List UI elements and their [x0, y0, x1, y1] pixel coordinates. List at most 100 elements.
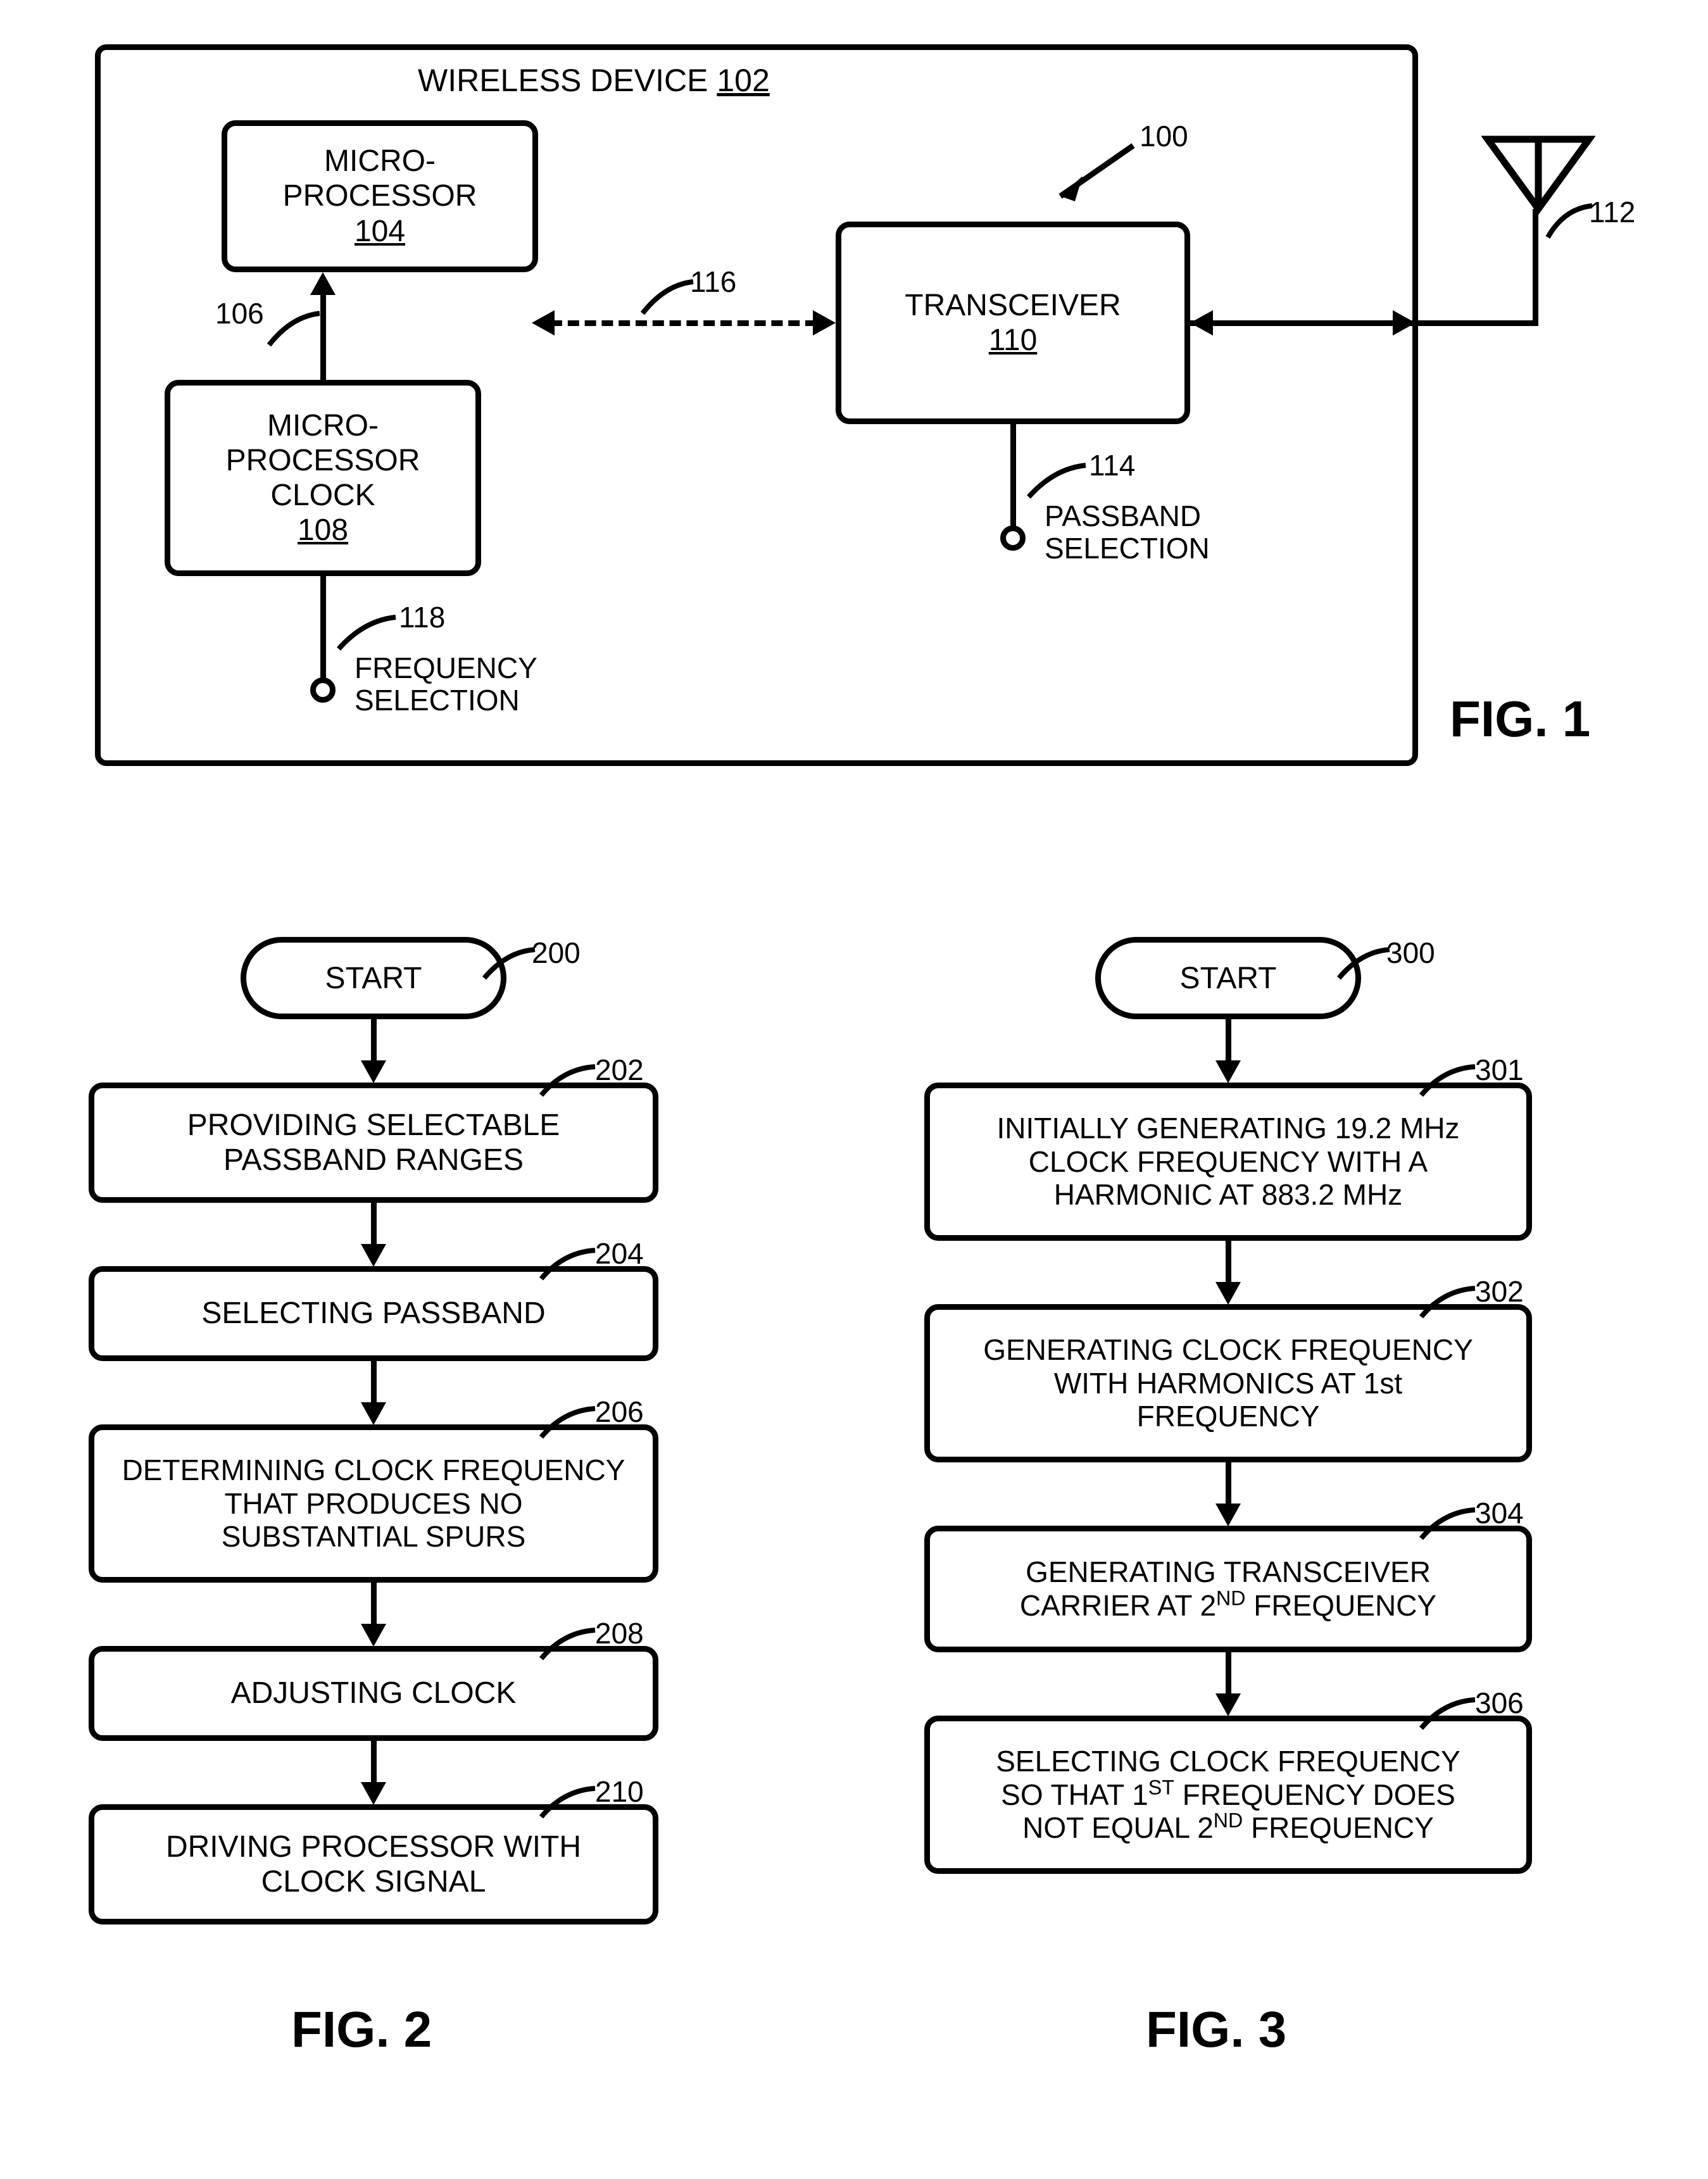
leader-301: [1418, 1064, 1478, 1098]
fig1-line-out-ant-v: [1533, 209, 1538, 326]
fig1-clock: MICRO- PROCESSOR CLOCK 108: [165, 380, 481, 576]
fig3-start: START: [1095, 937, 1361, 1019]
fig3-ref-302: 302: [1475, 1276, 1524, 1308]
fig2-label: FIG. 2: [291, 2000, 432, 2059]
text: START: [325, 961, 422, 996]
text: INITIALLY GENERATING 19.2 MHz: [996, 1112, 1459, 1145]
fig3-box-302: GENERATING CLOCK FREQUENCY WITH HARMONIC…: [924, 1304, 1532, 1462]
text: FREQUENCY: [1137, 1400, 1320, 1433]
leader-114: [1026, 462, 1089, 500]
text: PASSBAND: [1045, 499, 1201, 532]
arrowhead: [1190, 310, 1213, 336]
text: NOT EQUAL 2ND FREQUENCY: [1022, 1811, 1434, 1845]
fig1-line-118: [320, 576, 326, 684]
fig2-ref-208: 208: [595, 1617, 644, 1650]
fig3-a4: [1226, 1652, 1231, 1697]
arrowhead: [1215, 1060, 1241, 1083]
text: WITH HARMONICS AT 1st: [1054, 1367, 1402, 1400]
fig2-ref-200: 200: [532, 937, 581, 969]
text: FREQUENCY: [355, 651, 537, 684]
fig1-microprocessor: MICRO- PROCESSOR 104: [222, 120, 538, 272]
fig1-arrow-100: [1038, 133, 1140, 209]
leader-112: [1545, 203, 1595, 247]
arrowhead: [532, 310, 555, 336]
fig3-a3: [1226, 1462, 1231, 1507]
leader-300: [1336, 946, 1393, 981]
fig1-line-out-ant-h: [1418, 320, 1538, 326]
fig2-a4: [371, 1583, 377, 1627]
arrowhead: [361, 1060, 386, 1083]
text: SELECTION: [355, 684, 520, 717]
leader-118: [336, 614, 399, 652]
leader-204: [538, 1247, 598, 1282]
text: CLOCK: [270, 478, 375, 513]
text: CLOCK SIGNAL: [261, 1864, 486, 1899]
fig1-line-trx-right: [1190, 320, 1418, 326]
fig2-a2: [371, 1203, 377, 1247]
text: WIRELESS DEVICE: [418, 63, 717, 98]
text: HARMONIC AT 883.2 MHz: [1054, 1178, 1402, 1212]
leader-208: [538, 1627, 598, 1662]
fig2-box-210: DRIVING PROCESSOR WITH CLOCK SIGNAL: [89, 1804, 658, 1925]
text: 110: [989, 323, 1038, 358]
arrowhead: [1393, 310, 1416, 336]
text: PROVIDING SELECTABLE: [187, 1108, 560, 1143]
text: DRIVING PROCESSOR WITH: [166, 1830, 581, 1864]
leader-210: [538, 1785, 598, 1820]
fig1-passband: PASSBAND SELECTION: [1045, 500, 1210, 564]
text: THAT PRODUCES NO: [224, 1487, 522, 1521]
fig2-ref-202: 202: [595, 1054, 644, 1086]
fig1-label: FIG. 1: [1450, 690, 1590, 748]
text: START: [1180, 961, 1277, 996]
fig1-outer-title: WIRELESS DEVICE 102: [418, 63, 770, 98]
fig1-dash-116: [551, 320, 817, 326]
fig1-terminal-118: [310, 677, 336, 703]
text: MICRO-: [324, 144, 436, 179]
fig3-a2: [1226, 1241, 1231, 1285]
text: PASSBAND RANGES: [223, 1143, 524, 1177]
arrowhead: [310, 272, 336, 295]
arrowhead: [1215, 1504, 1241, 1526]
text: 102: [717, 63, 769, 98]
leader-302: [1418, 1285, 1478, 1320]
fig2-a3: [371, 1361, 377, 1405]
text: GENERATING TRANSCEIVER: [1026, 1555, 1431, 1589]
arrowhead: [361, 1782, 386, 1805]
fig3-ref-301: 301: [1475, 1054, 1524, 1086]
fig1-ref-114: 114: [1089, 449, 1135, 482]
fig2-ref-204: 204: [595, 1238, 644, 1270]
text: 108: [298, 513, 348, 548]
leader-116: [639, 279, 696, 317]
arrowhead: [1215, 1693, 1241, 1716]
text: CARRIER AT 2ND FREQUENCY: [1020, 1589, 1436, 1623]
leader-304: [1418, 1507, 1478, 1542]
text: SUBSTANTIAL SPURS: [222, 1520, 526, 1554]
fig2-box-206: DETERMINING CLOCK FREQUENCY THAT PRODUCE…: [89, 1424, 658, 1583]
fig1-ref-100: 100: [1140, 120, 1188, 153]
fig1-ref-116: 116: [690, 266, 736, 298]
text: SO THAT 1ST FREQUENCY DOES: [1001, 1778, 1455, 1812]
fig3-ref-304: 304: [1475, 1497, 1524, 1529]
text: ADJUSTING CLOCK: [231, 1676, 517, 1711]
fig2-a5: [371, 1741, 377, 1785]
fig1-terminal-114: [1000, 525, 1026, 551]
text: PROCESSOR: [226, 443, 420, 478]
leader-200: [481, 946, 538, 981]
fig2-a1: [371, 1019, 377, 1064]
leader-206: [538, 1405, 598, 1440]
page: WIRELESS DEVICE 102 MICRO- PROCESSOR 104…: [25, 25, 1683, 2154]
fig1-ref-112: 112: [1589, 196, 1635, 229]
fig1-line-114: [1010, 424, 1016, 532]
fig3-a1: [1226, 1019, 1231, 1064]
fig2-box-202: PROVIDING SELECTABLE PASSBAND RANGES: [89, 1083, 658, 1203]
fig1-freqsel: FREQUENCY SELECTION: [355, 652, 537, 716]
fig1-ref-118: 118: [399, 601, 445, 634]
text: 104: [355, 214, 405, 249]
leader-306: [1418, 1697, 1478, 1731]
fig3-box-301: INITIALLY GENERATING 19.2 MHz CLOCK FREQ…: [924, 1083, 1532, 1241]
fig1-transceiver: TRANSCEIVER 110: [836, 222, 1190, 424]
text: DETERMINING CLOCK FREQUENCY: [122, 1454, 625, 1487]
text: PROCESSOR: [283, 179, 477, 213]
leader-106: [266, 310, 323, 348]
fig2-ref-206: 206: [595, 1396, 644, 1428]
